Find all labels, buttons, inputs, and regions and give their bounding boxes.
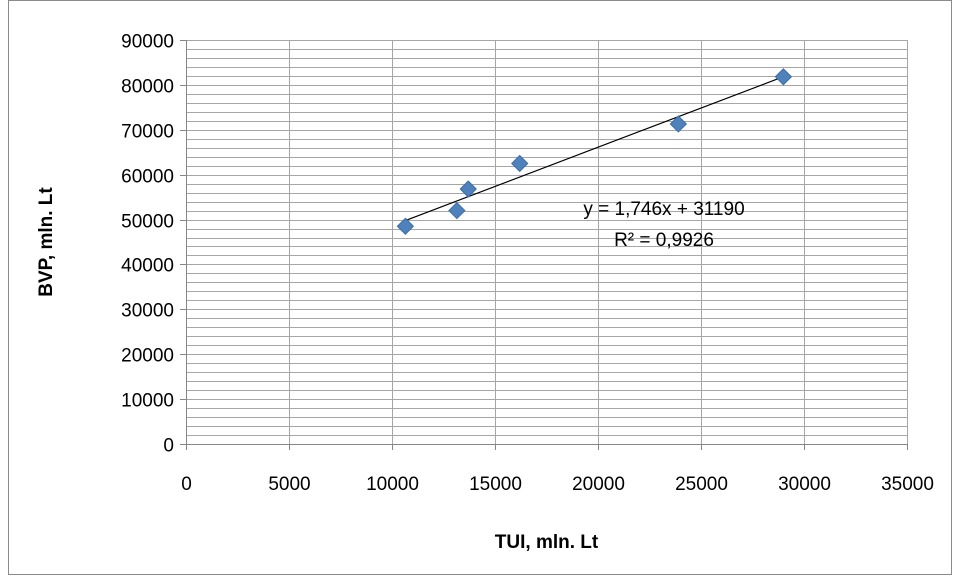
y-tick-label: 80000 xyxy=(121,77,174,98)
axes xyxy=(180,40,908,450)
x-tick-label: 30000 xyxy=(778,474,831,495)
data-point xyxy=(459,180,477,198)
x-tick-label: 25000 xyxy=(675,474,728,495)
x-axis-title: TUI, mln. Lt xyxy=(495,532,599,553)
y-tick-label: 50000 xyxy=(121,212,174,233)
trendline-equation: y = 1,746x + 31190 xyxy=(583,199,744,220)
x-tick-label: 10000 xyxy=(366,474,419,495)
data-point xyxy=(448,201,466,220)
data-point xyxy=(774,68,793,86)
x-tick-label: 15000 xyxy=(469,474,522,495)
y-tick-label: 30000 xyxy=(121,301,174,322)
y-tick-label: 10000 xyxy=(121,391,174,412)
y-tick-label: 20000 xyxy=(121,346,174,367)
grid xyxy=(186,40,908,445)
y-tick-label: 70000 xyxy=(121,122,174,143)
tick-labels: 0100002000030000400005000060000700008000… xyxy=(121,32,934,496)
data-points xyxy=(396,68,793,235)
x-tick-label: 35000 xyxy=(881,474,934,495)
x-tick-label: 20000 xyxy=(572,474,625,495)
trendline-r-squared: R² = 0,9926 xyxy=(614,230,714,251)
x-tick-label: 0 xyxy=(181,474,192,495)
y-tick-label: 60000 xyxy=(121,167,174,188)
y-tick-label: 40000 xyxy=(121,256,174,277)
data-point xyxy=(396,217,415,235)
x-tick-label: 5000 xyxy=(268,474,310,495)
data-point xyxy=(511,154,529,173)
y-tick-label: 90000 xyxy=(121,32,174,53)
y-tick-label: 0 xyxy=(163,436,174,457)
data-point xyxy=(669,115,688,133)
labels: y = 1,746x + 31190 R² = 0,9926 TUI, mln.… xyxy=(36,187,745,553)
y-axis-title: BVP, mln. Lt xyxy=(36,187,57,297)
chart-frame xyxy=(8,0,952,575)
